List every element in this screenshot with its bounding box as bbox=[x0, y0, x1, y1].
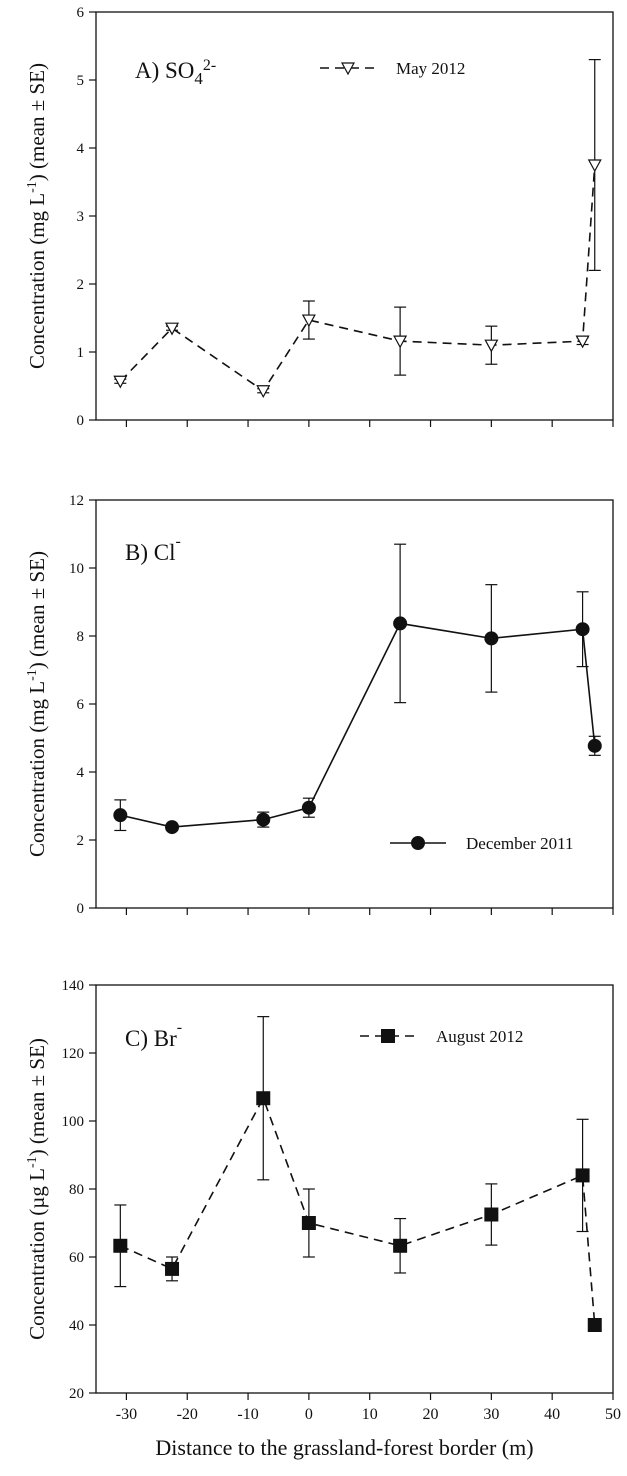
data-point bbox=[113, 1238, 128, 1253]
y-tick-label: 1 bbox=[77, 345, 85, 361]
data-point bbox=[165, 1261, 180, 1276]
data-point bbox=[393, 335, 408, 349]
y-tick-label: 80 bbox=[69, 1182, 84, 1198]
data-point bbox=[575, 1168, 590, 1183]
x-tick-label: 50 bbox=[605, 1406, 621, 1423]
x-tick-label: 10 bbox=[362, 1406, 378, 1423]
x-tick-label: -10 bbox=[237, 1406, 258, 1423]
x-axis-label: Distance to the grassland-forest border … bbox=[155, 1435, 533, 1460]
x-tick-label: -30 bbox=[116, 1406, 137, 1423]
data-point bbox=[587, 738, 602, 753]
y-tick-label: 60 bbox=[69, 1250, 84, 1266]
data-point bbox=[301, 1216, 316, 1230]
y-tick-label: 2 bbox=[77, 833, 85, 849]
legend: December 2011 bbox=[390, 834, 573, 853]
data-point bbox=[575, 622, 590, 637]
x-tick-label: 30 bbox=[483, 1406, 499, 1423]
y-tick-label: 140 bbox=[62, 978, 85, 994]
panel-label: B) Cl- bbox=[125, 533, 181, 565]
y-axis-label: Concentration (mg L-1) (mean ± SE) bbox=[25, 63, 49, 369]
y-axis-label: Concentration (mg L-1) (mean ± SE) bbox=[25, 551, 49, 857]
panel-label: A) SO42- bbox=[135, 57, 216, 88]
legend: August 2012 bbox=[360, 1027, 523, 1046]
data-point bbox=[393, 1238, 408, 1253]
data-point bbox=[301, 800, 316, 815]
y-tick-label: 4 bbox=[77, 141, 85, 157]
x-tick-label: -20 bbox=[177, 1406, 198, 1423]
series-may-2012 bbox=[113, 58, 602, 399]
x-tick-label: 20 bbox=[423, 1406, 439, 1423]
chart-panel-3: 20 40 60 80 100 120 140 -30 -20 -10 0 10 20 30 40 50 Con… bbox=[25, 978, 621, 1460]
data-point bbox=[393, 616, 408, 631]
legend-label: May 2012 bbox=[396, 59, 465, 78]
data-point bbox=[484, 631, 499, 646]
legend-marker bbox=[381, 1029, 395, 1043]
legend-marker bbox=[340, 62, 356, 76]
data-point bbox=[575, 335, 590, 349]
data-point bbox=[165, 820, 180, 835]
legend-marker bbox=[411, 836, 425, 850]
y-tick-label: 6 bbox=[77, 5, 85, 21]
data-point bbox=[113, 375, 128, 389]
legend-label: December 2011 bbox=[466, 834, 573, 853]
series-december-2011 bbox=[113, 543, 602, 835]
series-line bbox=[120, 622, 596, 828]
data-point bbox=[256, 385, 271, 399]
y-tick-label: 20 bbox=[69, 1386, 84, 1402]
data-point bbox=[165, 322, 180, 336]
y-tick-label: 100 bbox=[62, 1114, 85, 1130]
data-point bbox=[484, 1207, 499, 1222]
data-point bbox=[587, 159, 602, 173]
data-point bbox=[256, 812, 271, 827]
y-tick-label: 4 bbox=[77, 765, 85, 781]
data-point bbox=[484, 339, 499, 353]
x-tick-label: 40 bbox=[544, 1406, 560, 1423]
panel-label: C) Br- bbox=[125, 1019, 182, 1051]
legend-label: August 2012 bbox=[436, 1027, 523, 1046]
y-tick-label: 12 bbox=[69, 493, 84, 509]
y-tick-label: 6 bbox=[77, 697, 85, 713]
y-tick-label: 3 bbox=[77, 209, 85, 225]
y-tick-label: 8 bbox=[77, 629, 85, 645]
y-tick-label: 0 bbox=[77, 901, 85, 917]
chart-panel-2: 0 2 4 6 8 10 12 Concentration (mg L-1) (mean ± … bbox=[25, 493, 614, 917]
series-line bbox=[120, 1096, 596, 1326]
y-tick-label: 120 bbox=[62, 1046, 85, 1062]
y-tick-label: 0 bbox=[77, 413, 85, 429]
y-tick-label: 40 bbox=[69, 1318, 84, 1334]
y-tick-label: 2 bbox=[77, 277, 85, 293]
data-point bbox=[256, 1091, 271, 1106]
data-point bbox=[113, 808, 128, 823]
x-tick-label: 0 bbox=[305, 1406, 313, 1423]
data-point bbox=[587, 1318, 602, 1332]
data-point bbox=[301, 314, 316, 328]
y-tick-label: 10 bbox=[69, 561, 84, 577]
y-tick-label: 5 bbox=[77, 73, 85, 89]
series-august-2012 bbox=[113, 1016, 602, 1332]
chart-panel-1: 0 1 2 3 4 5 6 Concentration (mg L-1) (mean ± SE… bbox=[25, 5, 614, 429]
series-line bbox=[119, 164, 596, 392]
y-axis-label: Concentration (µg L-1) (mean ± SE) bbox=[25, 1038, 49, 1340]
legend: May 2012 bbox=[320, 59, 465, 78]
